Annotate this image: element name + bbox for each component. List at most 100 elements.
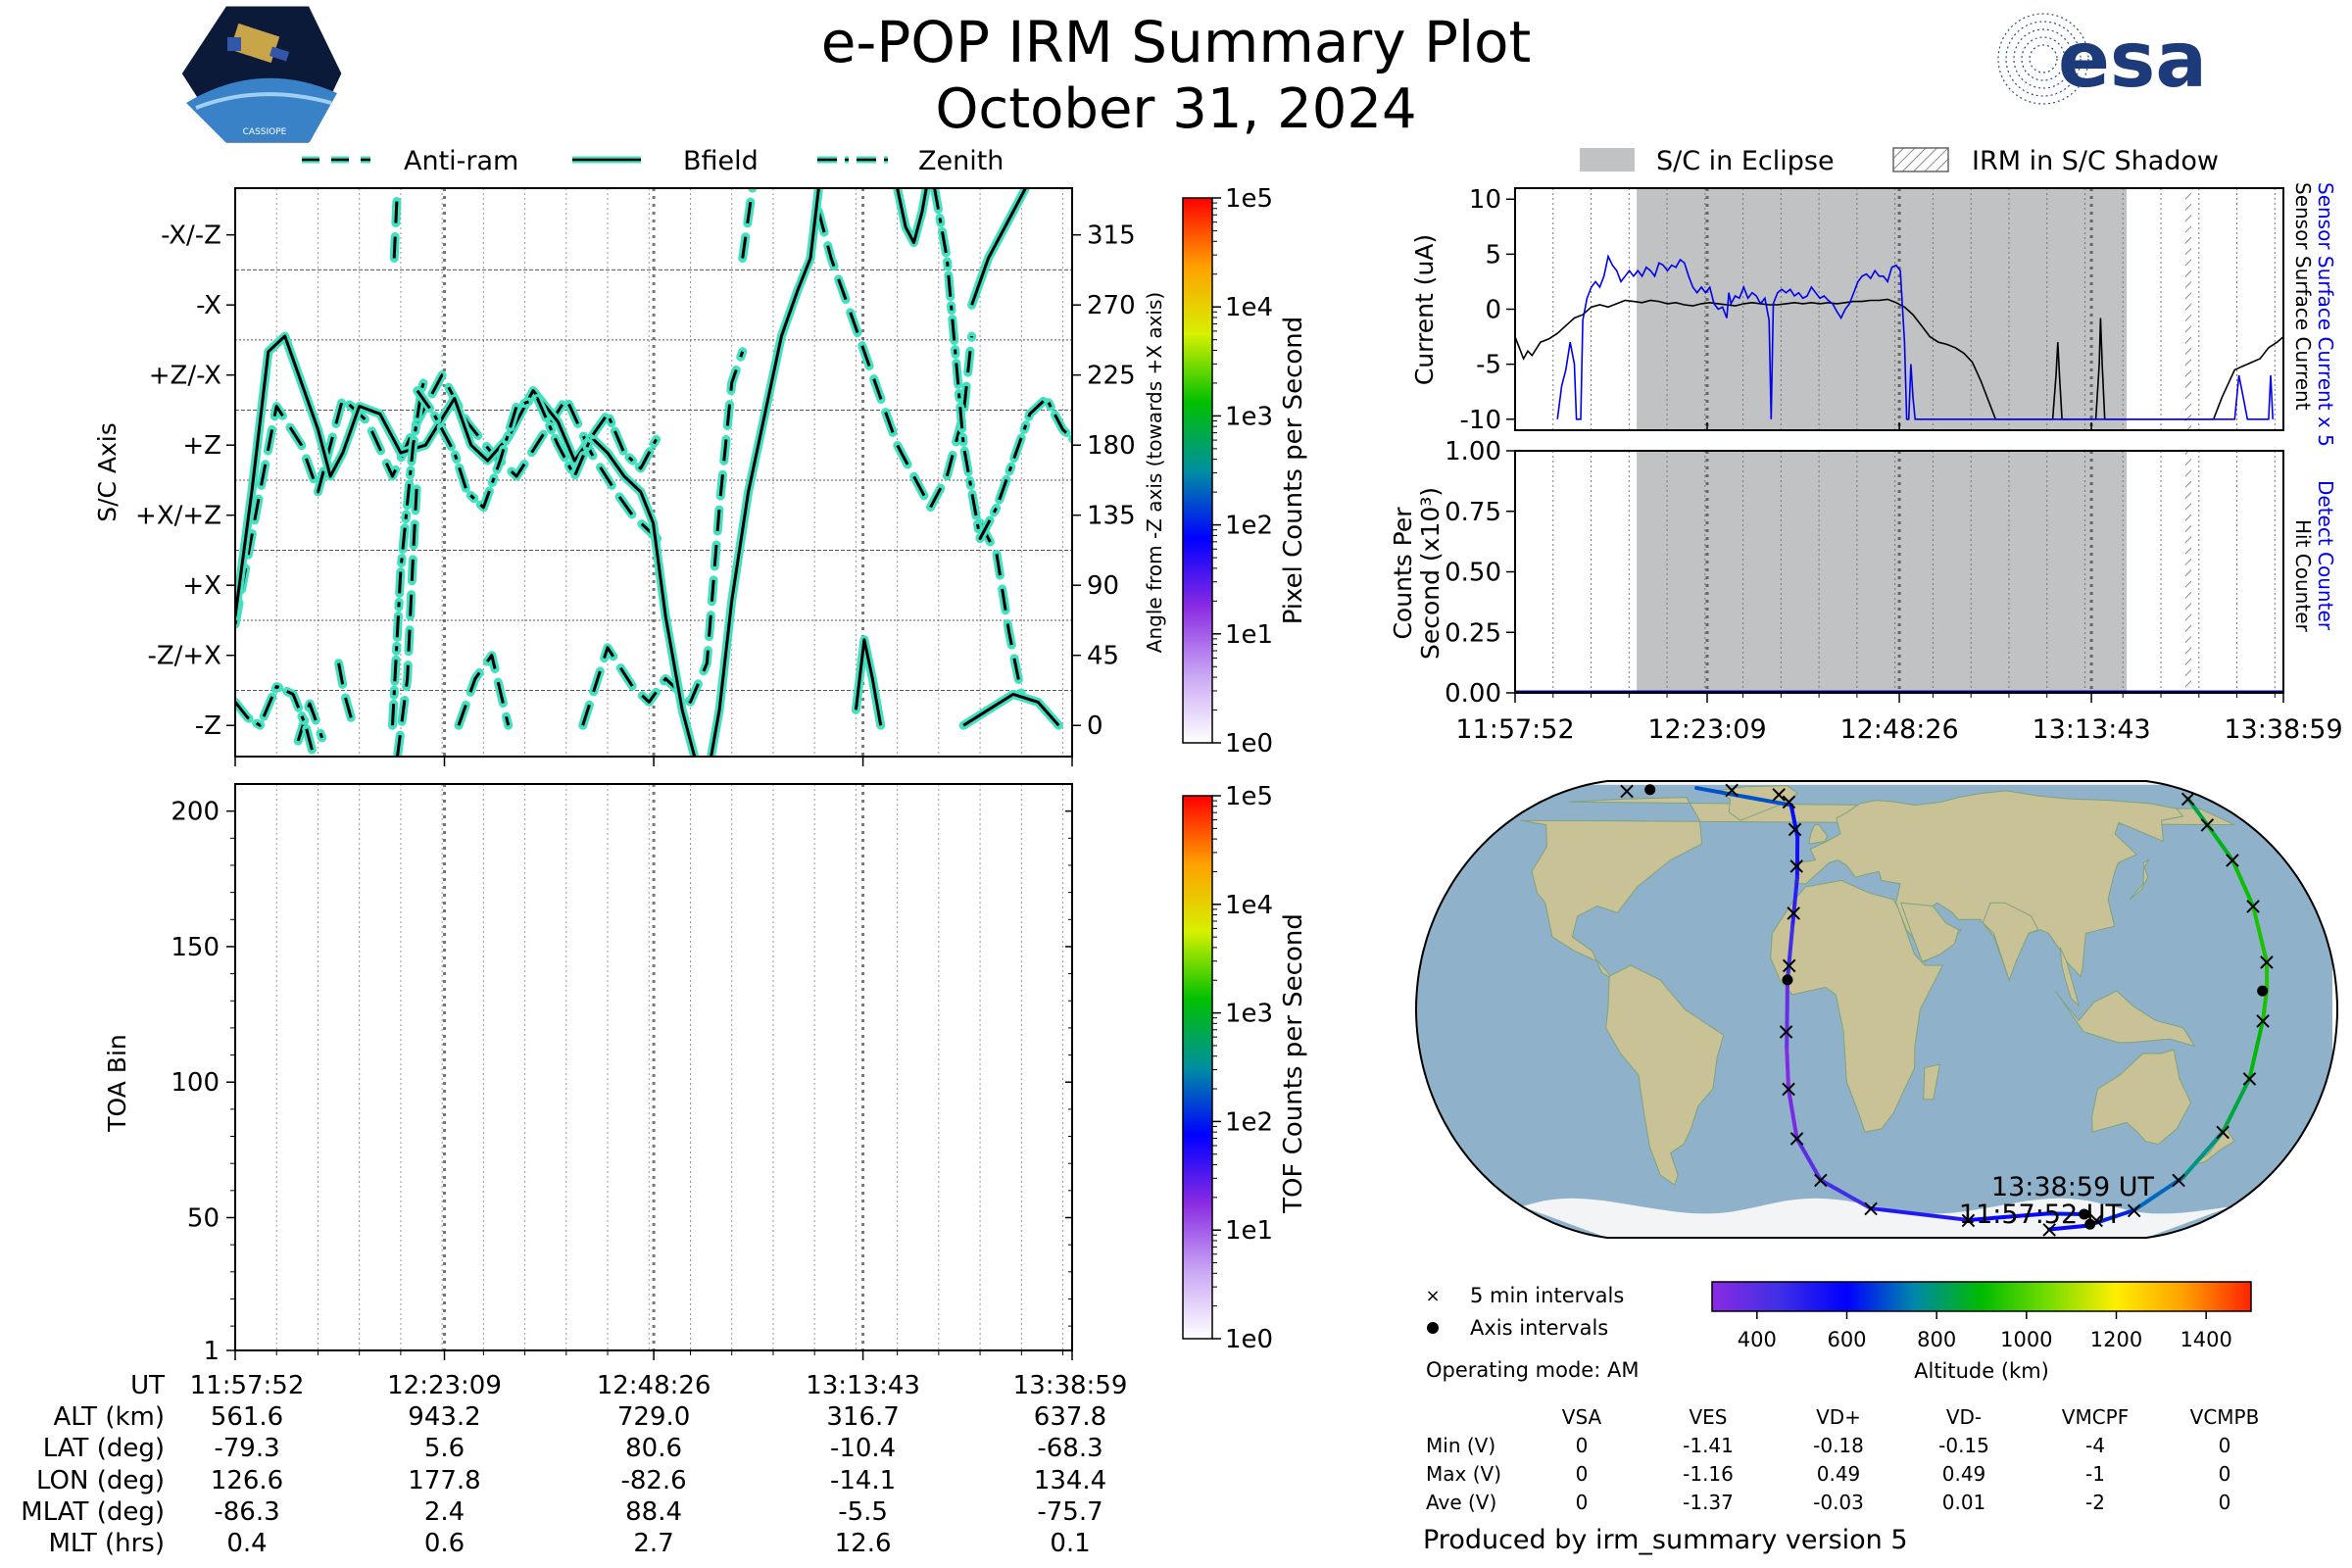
y-tick-label-7: -Z — [195, 711, 221, 741]
y-tick-label-3: 0.25 — [1445, 618, 1501, 648]
track-segment — [1966, 1211, 2050, 1222]
volt-cell-1-0: Max (V) — [1426, 1462, 1501, 1486]
cell-2-0: -79.3 — [214, 1434, 279, 1463]
y-tick-label-1: 0.75 — [1445, 498, 1501, 527]
cb-tick-label-2: 1e3 — [1225, 1000, 1273, 1029]
y-right-tick-label-0: 315 — [1087, 221, 1136, 251]
attitude-anti-ram-line — [396, 475, 419, 757]
volt-cell-0-2: -1.41 — [1683, 1434, 1734, 1457]
track-segment — [2132, 1175, 2185, 1212]
attitude-bfield-line — [970, 188, 1027, 306]
cell-1-0: 561.6 — [211, 1402, 283, 1432]
track-segment — [1818, 1178, 1874, 1210]
cb-tick-label-1: 1e4 — [1225, 293, 1273, 322]
track-segment — [2205, 822, 2234, 862]
attitude-bfield-line — [1494, 188, 1560, 694]
land-africa — [1770, 879, 1944, 1133]
five-min-mark: × — [1722, 776, 1741, 804]
esa-logo-text: esa — [2058, 17, 2207, 105]
y-tick-label-3: +Z — [182, 431, 221, 461]
current-background — [1552, 188, 2276, 430]
attitude-legend: Anti-ram Bfield Zenith — [302, 146, 1004, 176]
y-tick-label-1: 150 — [171, 933, 220, 962]
volt-cell-1-1: 0 — [1576, 1462, 1589, 1486]
axis-mark — [1782, 974, 1793, 986]
world-map: ×× × ××××××××××× × ×××××××××× ×13:38:59 UT11:… — [1414, 776, 2339, 1244]
cell-1-2: 729.0 — [617, 1402, 690, 1432]
cb-tick-label-2: 1e3 — [1225, 402, 1273, 431]
cell-2-3: -10.4 — [830, 1434, 896, 1463]
y-tick-label-3: -5 — [1476, 351, 1501, 380]
track-segment — [1790, 875, 1799, 929]
attitude-zenith-line — [391, 374, 427, 726]
volt-header-3: VD+ — [1816, 1405, 1861, 1429]
cb-tick-label-4: 1e1 — [1225, 1216, 1273, 1246]
alt-tick-label-4: 1200 — [2090, 1328, 2142, 1351]
five-min-mark: × — [1787, 852, 1806, 879]
land-india — [1982, 902, 2039, 982]
cb-tick-label-0: 1e5 — [1225, 782, 1273, 811]
row-label-5: MLT (hrs) — [49, 1529, 166, 1558]
tof-ylabel: TOA Bin — [103, 1034, 131, 1133]
track-segment — [2045, 1211, 2086, 1216]
eclipse-band — [1637, 451, 2128, 693]
x-tick-label-4: 13:38:59 — [2224, 714, 2342, 745]
counts-blue-label: Detect Counter — [2314, 480, 2337, 631]
land-indonesia — [2055, 990, 2196, 1048]
current-blue-label: Sensor Surface Current x 5 — [2314, 182, 2337, 447]
y-tick-label-2: 0.50 — [1445, 559, 1501, 588]
y-right-tick-label-3: 180 — [1087, 431, 1136, 461]
shadow-band — [2184, 188, 2192, 430]
row-label-4: MLAT (deg) — [21, 1497, 165, 1527]
axis-marker-icon — [1427, 1322, 1439, 1334]
eclipse-legend: S/C in Eclipse IRM in S/C Shadow — [1580, 146, 2219, 176]
attitude-anti-ram-halo — [578, 347, 748, 730]
land-arabia — [1899, 902, 1960, 962]
land-eurasia — [1793, 790, 2184, 982]
five-min-mark: × — [2257, 948, 2277, 975]
legend-five-min: 5 min intervals — [1470, 1284, 1624, 1307]
land-japan — [2129, 858, 2150, 901]
cb-tick-label-1: 1e4 — [1225, 891, 1273, 920]
volt-cell-2-5: -2 — [2085, 1491, 2105, 1514]
current-lines — [1515, 254, 2283, 420]
track-segment — [2230, 858, 2256, 908]
counts-axes: 1.00 0.75 0.50 0.25 0.00 — [1445, 437, 1515, 709]
cb-tick-label-3: 1e2 — [1225, 512, 1273, 541]
cell-0-1: 12:23:09 — [387, 1371, 502, 1400]
current-ylabel: Current (uA) — [1410, 234, 1439, 385]
legend-eclipse: S/C in Eclipse — [1656, 146, 1835, 176]
land-south-america — [1605, 964, 1725, 1186]
cell-4-2: 88.4 — [625, 1497, 682, 1527]
y-tick-label-6: -Z/+X — [147, 642, 221, 671]
volt-cell-0-6: 0 — [2219, 1434, 2231, 1457]
track-segment — [1794, 1136, 1823, 1183]
track-start-label: 11:57:52 UT — [1959, 1200, 2123, 1230]
alt-tick-label-0: 400 — [1738, 1328, 1777, 1351]
cell-0-3: 13:13:43 — [806, 1371, 920, 1400]
attitude-zenith-line — [416, 389, 660, 510]
y-right-tick-label-5: 90 — [1087, 571, 1119, 601]
five-min-mark: × — [1958, 1206, 1978, 1234]
attitude-anti-ram-line — [1311, 663, 1395, 718]
current-x5-line — [1556, 254, 2274, 420]
attitude-bfield-line — [710, 188, 820, 757]
counts-ylabel-line2: Second (x10³) — [1416, 487, 1445, 660]
attitude-right-ylabel: Angle from -Z axis (towards +X axis) — [1143, 292, 1166, 653]
five-min-mark: × — [1779, 788, 1798, 815]
alt-tick-label-1: 600 — [1827, 1328, 1866, 1351]
cell-4-0: -86.3 — [214, 1497, 279, 1527]
track-segment — [2047, 1223, 2090, 1232]
land-australia — [2091, 1049, 2192, 1146]
volt-header-2: VES — [1689, 1405, 1727, 1429]
volt-header-1: VSA — [1562, 1405, 1602, 1429]
legend-zenith: Zenith — [918, 146, 1004, 176]
cell-5-1: 0.6 — [424, 1529, 465, 1558]
y-tick-label-4: 0.00 — [1445, 679, 1501, 709]
y-tick-label-2: 0 — [1485, 296, 1501, 325]
legend-anti-ram: Anti-ram — [404, 146, 518, 176]
track-segment — [2185, 797, 2210, 827]
orbit-track: ×× × ××××××××××× × ×××××××××× ×13:38:59 UT11:… — [1617, 776, 2277, 1244]
y-right-tick-label-4: 135 — [1087, 502, 1136, 531]
